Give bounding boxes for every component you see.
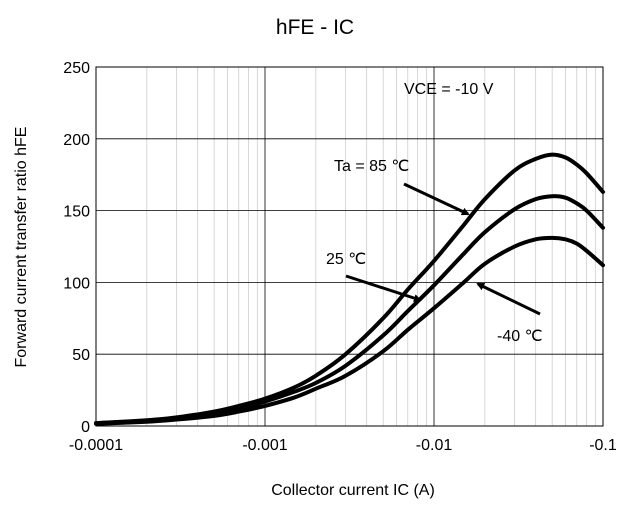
annotation-label: -40 ℃ <box>497 328 543 345</box>
series-line <box>94 152 605 426</box>
x-tick-label: -0.001 <box>242 437 287 454</box>
chart-title: hFE - IC <box>276 16 354 39</box>
y-axis-label: Forward current transfer ratio hFE <box>13 127 30 368</box>
annotation-label: 25 ℃ <box>326 251 366 268</box>
annotation-label: Ta = 85 ℃ <box>334 158 409 175</box>
x-tick-label: -0.0001 <box>69 437 123 454</box>
y-tick-label: 200 <box>63 132 90 149</box>
series-line <box>94 235 605 426</box>
condition-label: VCE = -10 V <box>404 81 494 98</box>
y-tick-label: 250 <box>63 60 90 77</box>
annotation-arrow <box>476 282 541 316</box>
x-tick-label: -0.1 <box>589 437 617 454</box>
series-layer <box>94 152 605 426</box>
annotations: Ta = 85 ℃ 25 ℃ -40 ℃ <box>326 158 543 345</box>
annotation-arrow <box>345 274 422 302</box>
x-tick-label: -0.01 <box>416 437 453 454</box>
y-tick-label: 100 <box>63 275 90 292</box>
y-tick-label: 50 <box>72 347 90 364</box>
y-tick-label: 150 <box>63 204 90 221</box>
tick-labels: 0 50 100 150 200 250 -0.0001 -0.001 -0.01 -0.1 <box>63 60 617 454</box>
grid <box>95 66 603 427</box>
plot-frame <box>95 66 604 427</box>
x-axis-label: Collector current IC (A) <box>271 482 435 499</box>
annotation-arrow <box>403 182 470 216</box>
y-tick-label: 0 <box>81 419 90 436</box>
series-line <box>94 194 605 426</box>
